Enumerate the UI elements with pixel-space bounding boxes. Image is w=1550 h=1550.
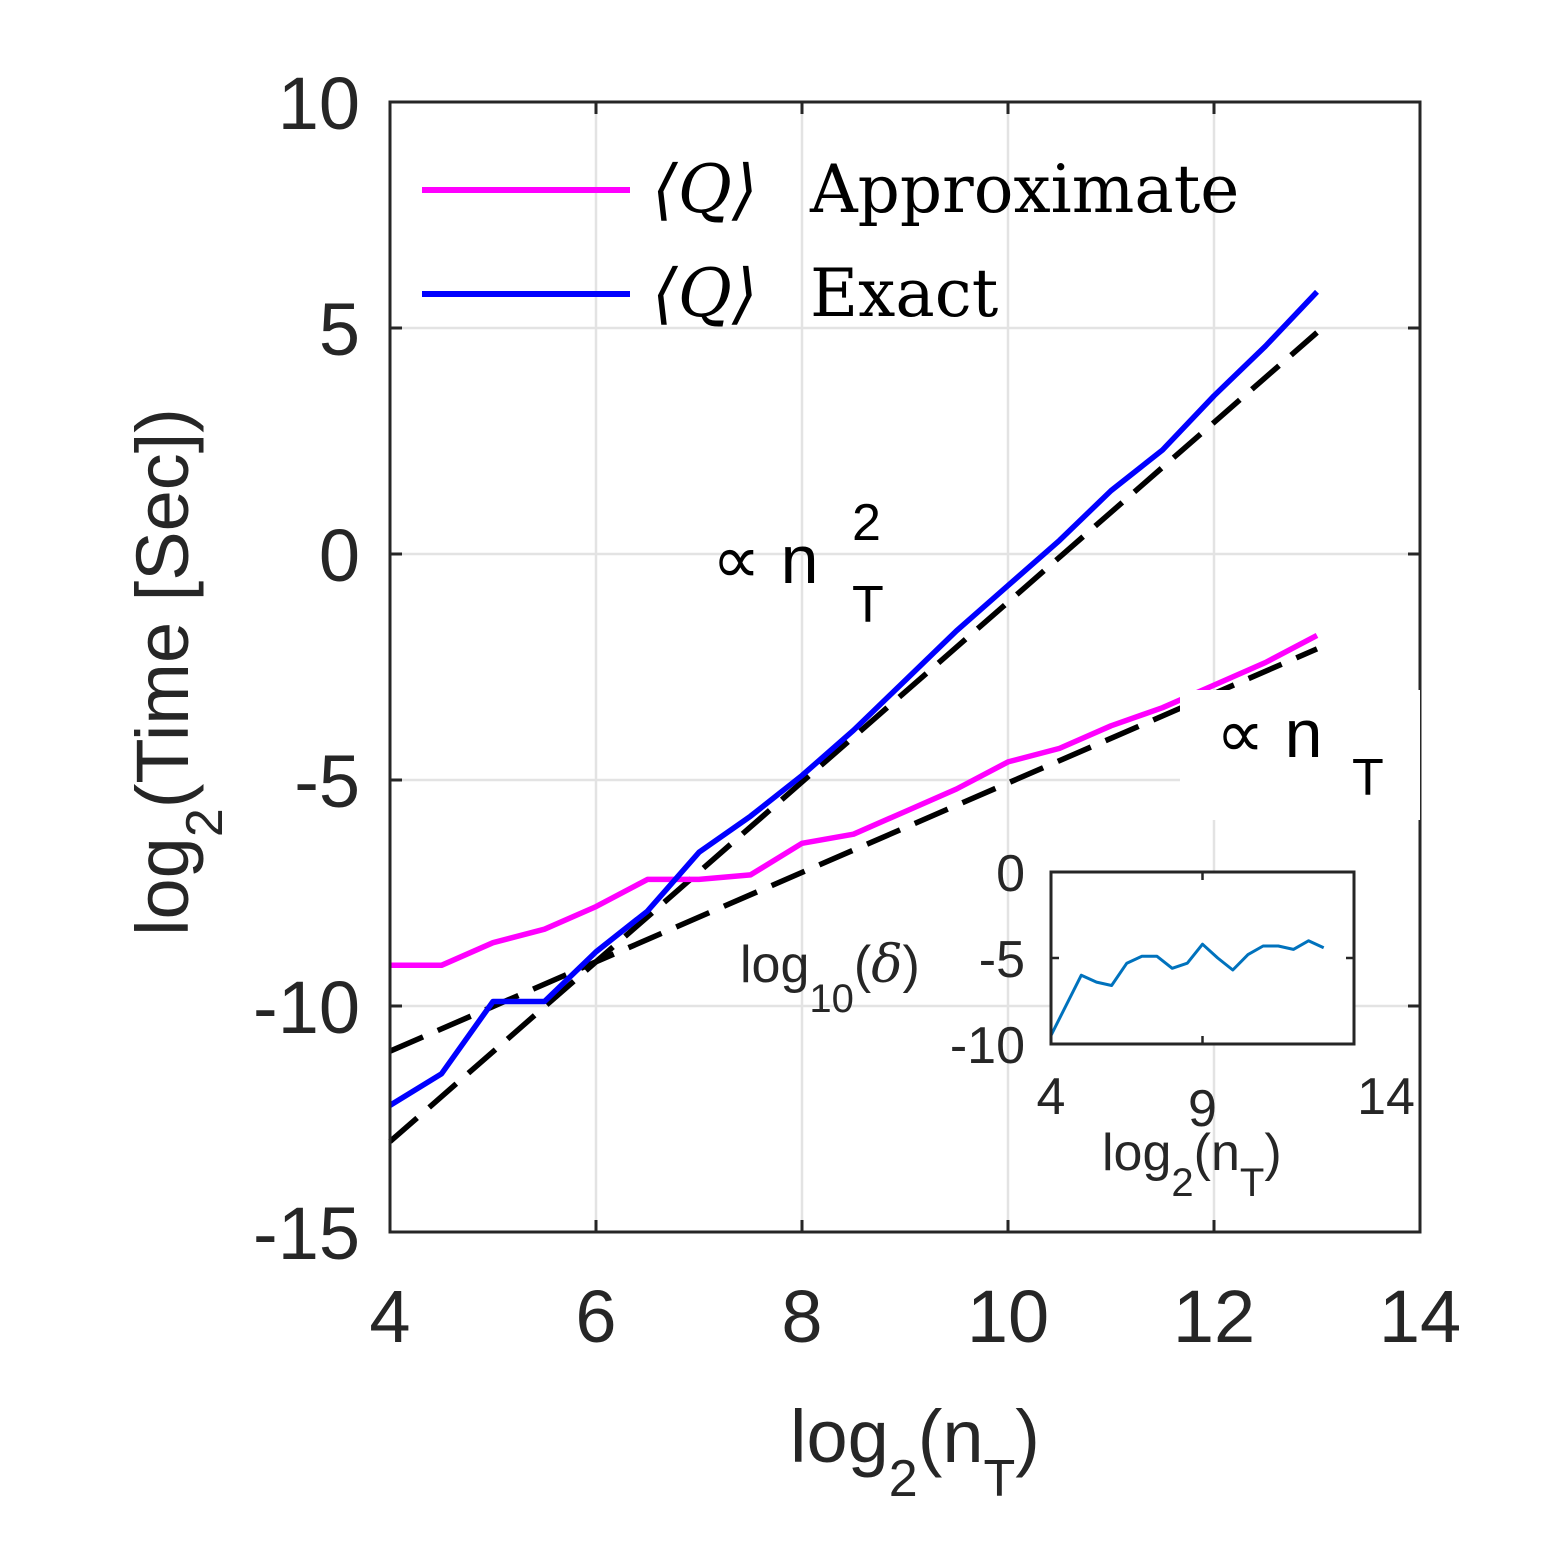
series-line-approximate [390, 632, 1319, 969]
inset-y-tick-label: 0 [996, 845, 1025, 903]
annotation-n-squared: ∝ n [712, 522, 818, 598]
inset-x-axis-label: log2(nT) [1102, 1124, 1282, 1205]
main-y-tick-labels: -15 -10 -5 0 5 10 [253, 62, 360, 1275]
x-tick-label: 14 [1379, 1275, 1461, 1358]
xlabel-sub: 2 [889, 1450, 918, 1508]
inset-x-tick-label: 14 [1357, 1068, 1415, 1126]
inset-xlabel-close: ) [1264, 1124, 1281, 1182]
main-axes-box [388, 100, 1422, 1234]
inset-x-tick-label: 9 [1188, 1080, 1217, 1138]
inset-ylabel-close: ) [903, 936, 920, 994]
xlabel-open: (n [918, 1395, 984, 1478]
inset-x-tick-labels: 4 9 14 [1037, 1068, 1415, 1138]
annotation-n-background [1180, 690, 1420, 820]
anno-n2-symbol: ∝ [712, 522, 761, 598]
main-ticks [388, 100, 1422, 1234]
inset-plot-area [1051, 872, 1354, 1044]
anno-n-symbol: ∝ [1216, 696, 1265, 772]
legend: ⟨Q⟩ Approximate ⟨Q⟩ Exact [422, 151, 1239, 332]
legend-symbol-approximate: ⟨Q⟩ [652, 151, 758, 228]
anno-n2-sup: 2 [852, 494, 881, 552]
y-tick-label: 10 [278, 62, 360, 145]
inset-y-tick-labels: 0 -5 -10 [950, 845, 1025, 1075]
annotation-n: ∝ n [1216, 696, 1322, 772]
inset-ticks [1049, 870, 1356, 1046]
inset-series-line [1049, 939, 1325, 1037]
inset-ylabel-sub: 10 [809, 977, 854, 1021]
y-tick-label: -15 [253, 1192, 360, 1275]
inset-axes: 4 9 14 0 -5 -10 [950, 845, 1415, 1138]
series-line-exact [388, 289, 1319, 1108]
y-tick-label: -10 [253, 966, 360, 1049]
legend-label-exact: Exact [810, 255, 998, 332]
anno-n-base: n [1285, 696, 1323, 772]
reference-line-linear [388, 646, 1319, 1054]
y-tick-label: 0 [319, 514, 360, 597]
x-tick-label: 12 [1173, 1275, 1255, 1358]
y-tick-label: -5 [294, 740, 360, 823]
x-tick-label: 8 [781, 1275, 822, 1358]
main-x-axis-label: log2(nT) [790, 1395, 1040, 1508]
inset-ylabel-base: log [740, 936, 809, 994]
x-tick-label: 10 [967, 1275, 1049, 1358]
inset-x-tick-label: 4 [1037, 1068, 1066, 1126]
inset-ylabel-open: ( [854, 936, 872, 994]
inset-xlabel-base: log [1102, 1124, 1171, 1182]
xlabel-close: ) [1015, 1395, 1040, 1478]
inset-xlabel-var-sub: T [1240, 1161, 1264, 1205]
ylabel-sub: 2 [176, 808, 234, 837]
anno-n-sub: T [1352, 749, 1384, 807]
xlabel-base: log [790, 1395, 889, 1478]
legend-label-approximate: Approximate [809, 151, 1239, 228]
anno-n2-sub: T [852, 576, 884, 634]
y-tick-label: 5 [319, 288, 360, 371]
x-tick-label: 4 [369, 1275, 410, 1358]
inset-xlabel-sub: 2 [1171, 1161, 1193, 1205]
inset-y-tick-label: -10 [950, 1017, 1025, 1075]
legend-symbol-exact: ⟨Q⟩ [652, 255, 758, 332]
inset-xlabel-open: (n [1194, 1124, 1240, 1182]
main-series [388, 289, 1319, 1144]
anno-n2-base: n [781, 522, 819, 598]
inset-series [1049, 939, 1325, 1037]
inset-y-axis-label: log10(δ) [740, 935, 920, 1021]
inset-ylabel-var: δ [871, 935, 902, 995]
ylabel-rest: (Time [Sec]) [121, 408, 204, 808]
ylabel-base: log [121, 837, 204, 936]
xlabel-var-sub: T [984, 1450, 1016, 1508]
main-x-tick-labels: 4 6 8 10 12 14 [369, 1275, 1461, 1358]
inset-y-tick-label: -5 [979, 931, 1025, 989]
x-tick-label: 6 [575, 1275, 616, 1358]
main-y-axis-label: log2(Time [Sec]) [121, 408, 234, 936]
